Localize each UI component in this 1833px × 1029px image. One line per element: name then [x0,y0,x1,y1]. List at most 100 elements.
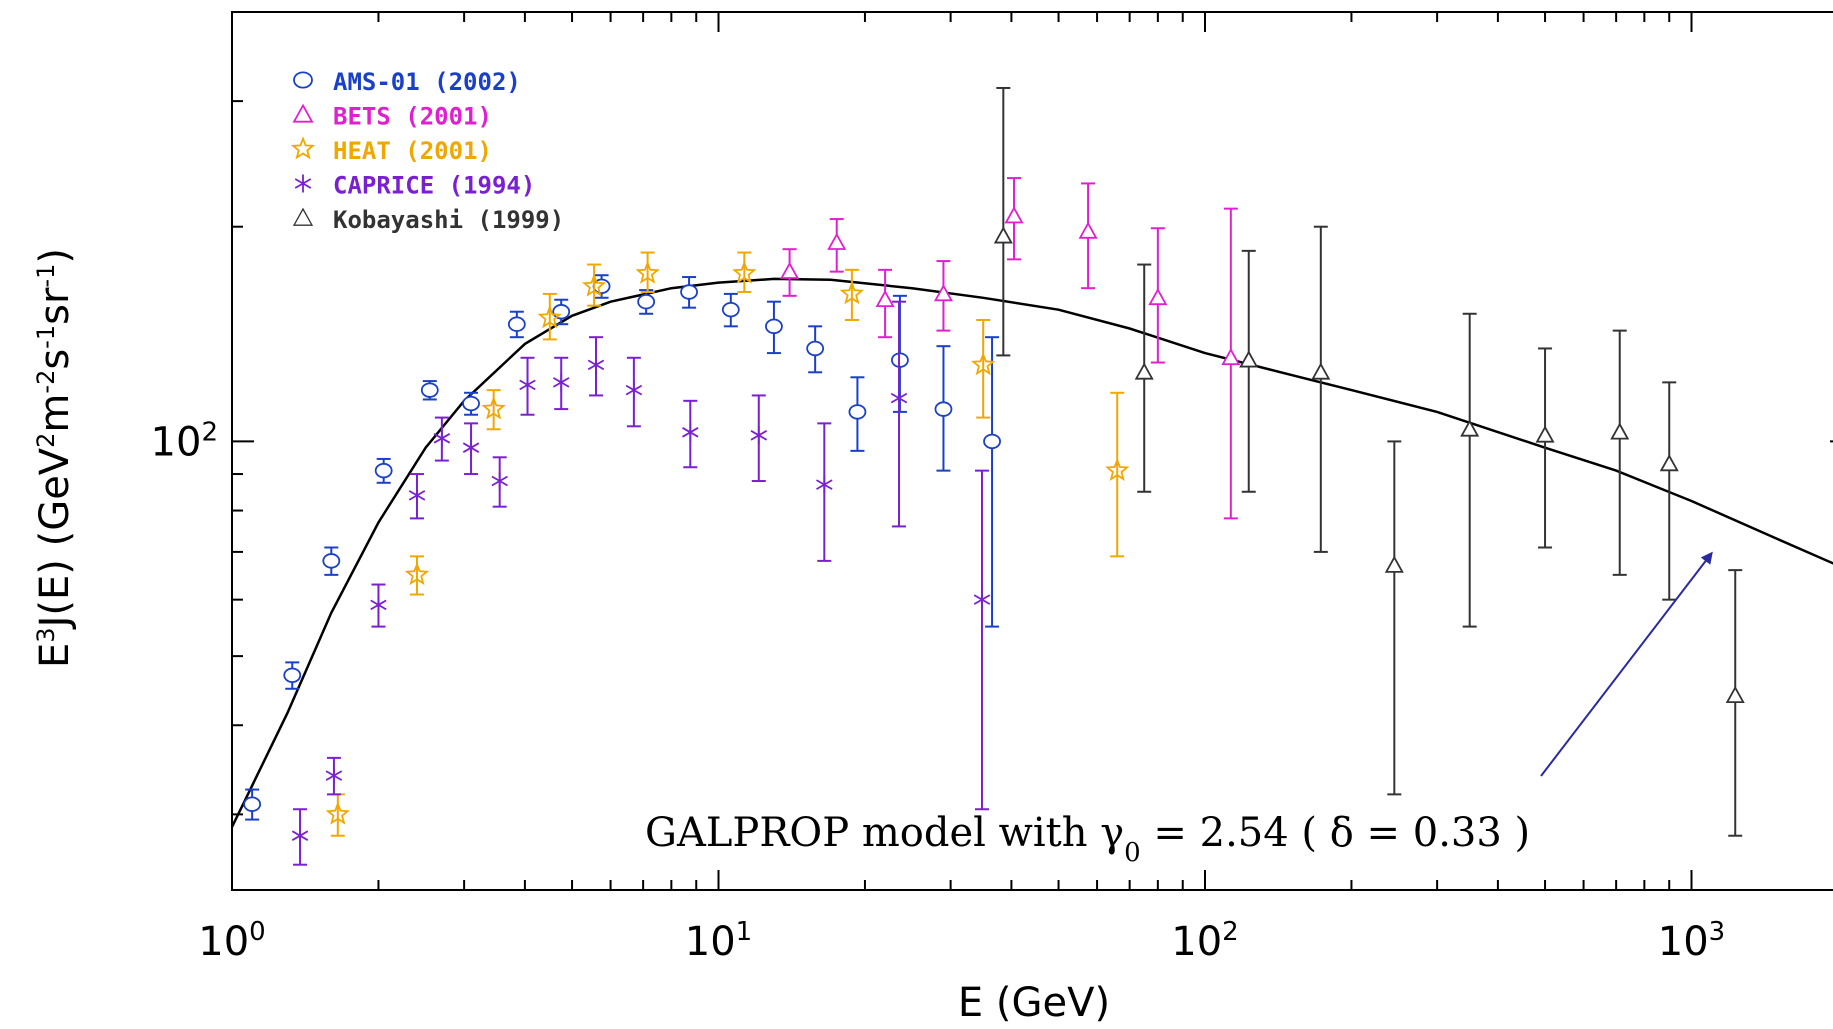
data-point [732,251,757,293]
data-point [780,248,800,297]
marker [750,426,768,445]
series-1 [780,177,1241,520]
marker [1078,221,1098,239]
data-point [325,793,350,837]
marker [491,472,508,490]
data-point [291,808,309,866]
annotation: GALPROP model with γ0 = 2.54 ( δ = 0.33 … [645,551,1713,868]
legend-label: Kobayashi (1999) [333,206,564,234]
marker [875,289,895,308]
legend-label: HEAT (2001) [333,137,492,165]
plot-frame [231,11,1833,891]
data-point [408,473,426,520]
data-point [581,263,607,307]
marker [983,433,1001,450]
plot-border [231,11,1833,891]
data-point [552,298,571,326]
data-point [1610,329,1630,576]
marker [374,462,393,479]
marker [934,401,953,417]
marker [581,273,607,297]
marker [404,562,430,586]
marker [1535,425,1555,443]
data-point [1134,263,1154,493]
marker [1610,422,1630,440]
data-point [890,300,908,528]
data-point [507,310,526,339]
y-axis-title: E3J(E) (GeV2m-2s-1sr-1) [32,248,78,668]
axis-ticks [231,12,1833,890]
data-point [765,300,783,355]
data-point [682,399,699,469]
marker [325,766,343,785]
data-point [1105,391,1130,558]
data-point [993,86,1013,357]
marker [283,667,302,683]
data-point [816,422,833,562]
data-point [721,292,740,328]
data-point [370,583,387,628]
data-point [1535,347,1555,549]
legend-item: HEAT (2001) [290,136,492,165]
marker [780,261,800,279]
legend-label: CAPRICE (1994) [333,172,535,200]
data-point [552,356,570,411]
data-point [481,389,506,431]
marker [537,305,562,329]
data-point [839,268,865,321]
series-2 [325,251,1130,837]
marker [1134,362,1154,380]
legend-marker [292,207,314,226]
marker [370,595,387,614]
data-point [983,336,1001,628]
series-0 [243,274,1001,821]
data-point [1659,381,1679,601]
marker [322,553,341,569]
legend-label: AMS-01 (2002) [333,68,521,96]
data-point [848,376,867,452]
marker [1384,555,1404,573]
data-point [243,788,262,821]
marker [721,301,740,318]
data-point [970,318,996,419]
x-tick-label: 101 [685,917,752,965]
marker [816,475,833,494]
legend-item: CAPRICE (1994) [294,172,535,200]
data-point [587,336,605,397]
data-point [519,356,536,416]
marker [420,382,439,398]
legend-marker [292,103,314,123]
marker [637,293,656,310]
marker [682,423,699,442]
data-point [1148,227,1168,364]
marker [806,340,825,357]
data-points [243,86,1745,866]
data-point [420,380,439,401]
data-point [875,268,895,339]
marker [625,381,643,400]
legend: AMS-01 (2002) BETS (2001) HEAT (2001) CAPRI… [290,68,564,234]
data-point [1004,177,1024,261]
marker [635,260,660,284]
data-point [325,756,343,796]
data-point [1078,182,1098,290]
legend-item: BETS (2001) [292,103,492,131]
marker [1148,287,1168,306]
marker [848,404,867,420]
marker [732,260,757,284]
marker [933,284,953,302]
data-point [933,260,953,332]
marker [325,801,350,825]
marker [970,352,996,376]
marker [1659,454,1679,472]
data-point [283,661,302,690]
tick-labels: 100 101 102 103 102 [151,417,1726,965]
data-point [635,251,660,293]
data-point [827,218,847,273]
x-axis-title: E (GeV) [958,980,1110,1026]
marker [408,486,426,505]
data-point [462,422,480,476]
marker [1221,347,1241,366]
marker [552,304,571,320]
data-point [637,289,656,315]
